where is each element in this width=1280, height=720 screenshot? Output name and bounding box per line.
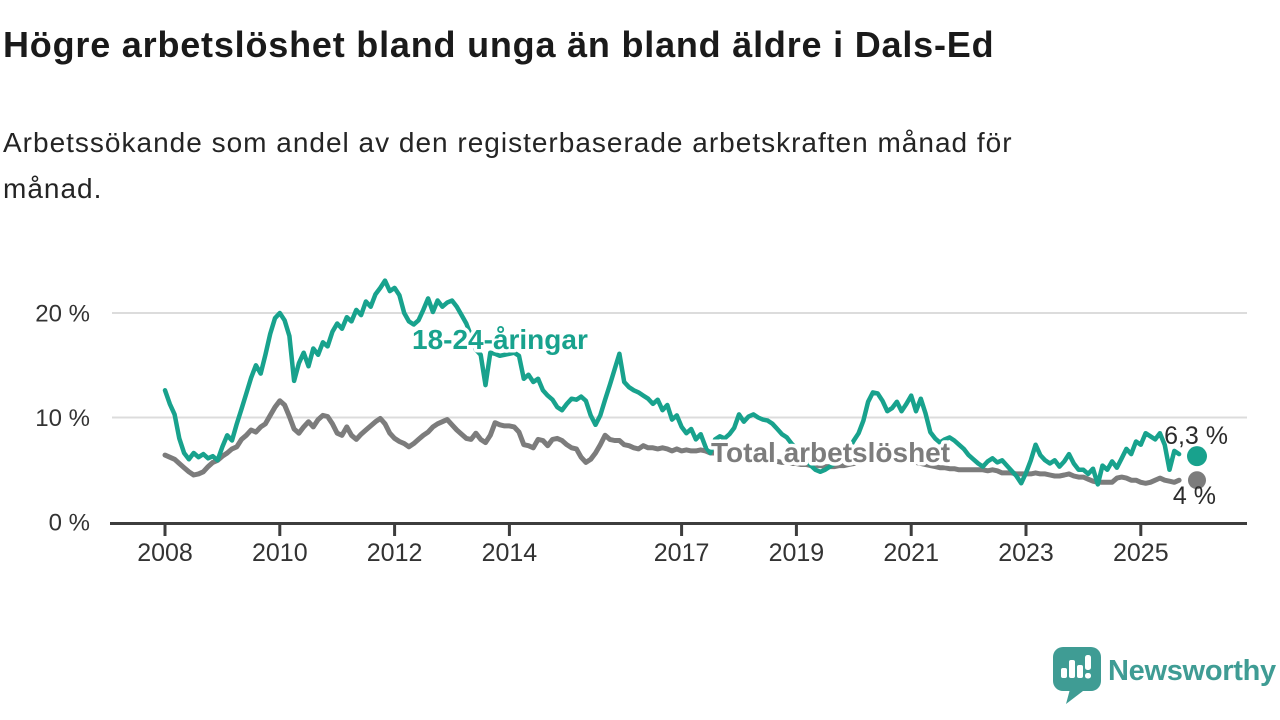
end-dot-total [1188,471,1206,490]
x-axis-tick-label: 2014 [482,539,538,567]
x-axis-tick-label: 2012 [367,539,423,567]
x-axis-tick-label: 2008 [137,539,193,567]
logo-bar-2 [1069,660,1075,678]
logo-exclamation-bar [1085,655,1091,670]
newsworthy-logo-icon [1053,647,1101,704]
series-line-youth [162,278,1182,487]
page-title: Högre arbetslöshet bland unga än bland ä… [3,24,995,65]
logo-exclamation-dot [1085,673,1091,679]
y-axis-tick-label: 10 % [35,405,90,432]
x-axis-tick-label: 2025 [1113,539,1169,567]
end-dot-youth [1187,446,1207,467]
series-label-youth: 18-24-åringar [412,324,588,355]
subtitle-line-2: månad. [3,173,103,204]
logo-bar-1 [1061,668,1067,678]
end-value-label-total: 4 % [1173,482,1216,510]
series-line-total [162,398,1182,486]
logo-bar-3 [1077,665,1083,678]
x-axis-tick-label: 2021 [883,539,939,567]
end-value-label-youth: 6,3 % [1164,422,1228,450]
x-axis-tick-label: 2023 [998,539,1054,567]
page-subtitle: Arbetssökande som andel av den registerb… [3,120,1013,212]
x-axis-tick-label: 2017 [654,539,710,567]
series-label-total: Total arbetslöshet [711,437,950,468]
x-axis-tick-label: 2010 [252,539,308,567]
subtitle-line-1: Arbetssökande som andel av den registerb… [3,127,1013,158]
y-axis-tick-label: 20 % [35,301,90,328]
y-axis-tick-label: 0 % [49,510,90,537]
x-axis-tick-label: 2019 [769,539,825,567]
newsworthy-logo-text: Newsworthy [1108,655,1276,687]
